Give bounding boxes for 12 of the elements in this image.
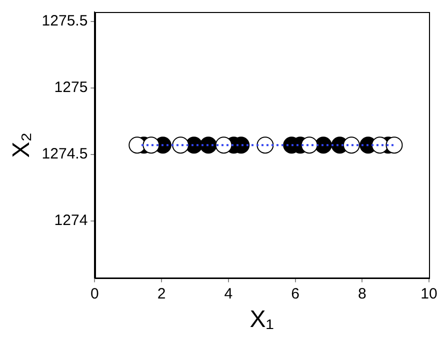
y-tick-label: 1274.5 xyxy=(42,146,88,163)
x-tick-label: 6 xyxy=(291,285,300,302)
y-tick-label: 1275 xyxy=(54,79,88,96)
x-axis-title: X₁ xyxy=(250,306,274,334)
x-tick-label: 10 xyxy=(420,285,438,302)
y-tick-label: 1275.5 xyxy=(42,12,88,30)
x-tick-label: 0 xyxy=(90,285,99,302)
x-tick-label: 4 xyxy=(224,285,233,302)
x-tick-label: 2 xyxy=(157,285,166,302)
y-tick-label: 1274 xyxy=(54,212,88,230)
y-axis-title: X₂ xyxy=(8,132,36,158)
x-tick-label: 8 xyxy=(358,285,366,302)
